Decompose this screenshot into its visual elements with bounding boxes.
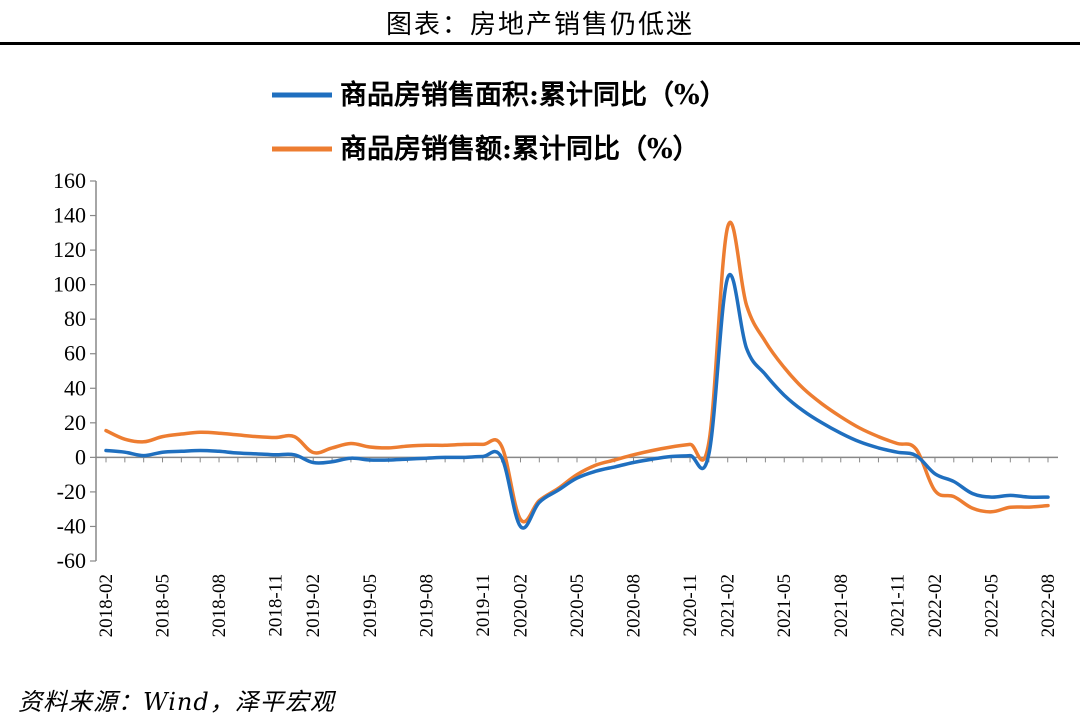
- legend: 商品房销售面积:累计同比（%） 商品房销售额:累计同比（%）: [272, 79, 727, 165]
- x-tick-label: 2022-02: [925, 574, 946, 637]
- y-tick-label: 140: [53, 203, 86, 228]
- y-tick-label: 100: [53, 272, 86, 297]
- x-tick-label: 2018-05: [153, 574, 174, 637]
- x-tick-label: 2018-02: [96, 574, 117, 637]
- x-tick-label: 2021-11: [887, 574, 908, 637]
- x-tick-label: 2020-02: [510, 574, 531, 637]
- x-tick-label: 2022-05: [981, 574, 1002, 637]
- x-tick-label: 2020-05: [567, 574, 588, 637]
- legend-label-area: 商品房销售面积:累计同比（%）: [340, 79, 727, 111]
- title-rule: [0, 42, 1080, 45]
- figure-title: 图表：房地产销售仍低迷: [385, 10, 694, 40]
- x-tick-label: 2019-11: [473, 574, 494, 637]
- y-tick-label: 80: [64, 306, 86, 331]
- y-tick-label: -40: [57, 513, 86, 538]
- line-chart: 商品房销售面积:累计同比（%） 商品房销售额:累计同比（%） 160 140 120…: [53, 79, 1059, 637]
- y-tick-label: -60: [57, 548, 86, 573]
- y-tick-label: 20: [64, 410, 86, 435]
- x-tick-label: 2018-11: [266, 574, 287, 637]
- x-tick-label: 2019-02: [303, 574, 324, 637]
- y-tick-label: 60: [64, 341, 86, 366]
- axes: 160 140 120 100 80 60 40 20 0 -20 -40 -60 2018-02 201…: [53, 168, 1059, 637]
- y-tick-label: 120: [53, 237, 86, 262]
- y-tick-label: 160: [53, 168, 86, 193]
- series-group: [104, 220, 1050, 530]
- y-tick-label: -20: [57, 479, 86, 504]
- x-tick-label: 2020-11: [680, 574, 701, 637]
- series-line-sales-amount: [104, 220, 1050, 524]
- x-tick-label: 2018-08: [209, 574, 230, 637]
- x-tick-label: 2021-05: [774, 574, 795, 637]
- x-tick-label: 2020-08: [624, 574, 645, 637]
- x-tick-label: 2019-05: [360, 574, 381, 637]
- series-line-sales-area: [104, 272, 1050, 530]
- x-tick-label: 2021-08: [831, 574, 852, 637]
- x-tick-label: 2022-08: [1038, 574, 1059, 637]
- x-tick-label: 2021-02: [718, 574, 739, 637]
- legend-label-amount: 商品房销售额:累计同比（%）: [340, 133, 700, 165]
- x-tick-label: 2019-08: [416, 574, 437, 637]
- y-tick-label: 0: [75, 444, 86, 469]
- y-tick-label: 40: [64, 375, 86, 400]
- source-note: 资料来源：Wind，泽平宏观: [18, 688, 335, 716]
